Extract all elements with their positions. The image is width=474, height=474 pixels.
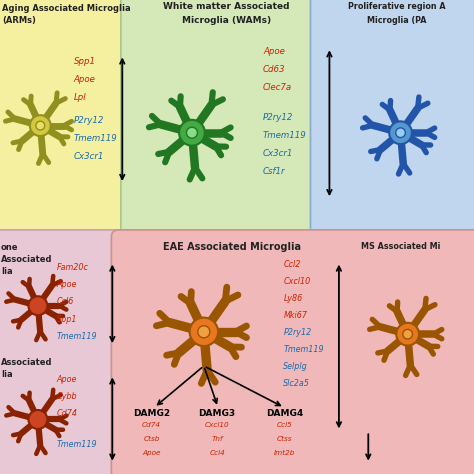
Text: Ctsb: Ctsb — [144, 436, 160, 442]
Text: (ARMs): (ARMs) — [2, 16, 36, 25]
Text: Imt2b: Imt2b — [273, 450, 295, 456]
Text: lia: lia — [1, 267, 13, 276]
Text: Ccl6: Ccl6 — [57, 298, 74, 306]
Text: Cxcl10: Cxcl10 — [205, 422, 229, 428]
FancyBboxPatch shape — [121, 0, 334, 254]
Text: Cd74: Cd74 — [142, 422, 161, 428]
Text: MS Associated Mi: MS Associated Mi — [361, 242, 440, 251]
Text: Ly86: Ly86 — [283, 294, 303, 303]
FancyBboxPatch shape — [0, 230, 135, 474]
Text: lia: lia — [1, 370, 13, 379]
Text: Microglia (WAMs): Microglia (WAMs) — [182, 16, 271, 25]
Text: P2ry12: P2ry12 — [283, 328, 312, 337]
Text: Apoe: Apoe — [142, 450, 161, 456]
Circle shape — [396, 128, 405, 137]
Text: Ctss: Ctss — [277, 436, 292, 442]
Text: Tmem119: Tmem119 — [73, 135, 117, 143]
Text: P2ry12: P2ry12 — [73, 117, 104, 125]
Text: Associated: Associated — [1, 255, 53, 264]
Text: Cx3cr1: Cx3cr1 — [73, 153, 104, 161]
FancyBboxPatch shape — [111, 230, 474, 474]
Text: Ccl4: Ccl4 — [209, 450, 225, 456]
FancyBboxPatch shape — [0, 0, 149, 254]
Circle shape — [28, 410, 47, 429]
Text: Cxcl10: Cxcl10 — [283, 277, 310, 286]
Text: Lpl: Lpl — [73, 93, 86, 102]
Text: Apoe: Apoe — [57, 281, 77, 289]
Text: Tmem119: Tmem119 — [57, 440, 98, 448]
Text: Cd63: Cd63 — [263, 65, 285, 73]
Text: Csf1r: Csf1r — [263, 167, 285, 176]
Text: Proliferative region A: Proliferative region A — [348, 2, 446, 11]
Text: Slc2a5: Slc2a5 — [283, 380, 310, 388]
Text: DAMG2: DAMG2 — [133, 409, 170, 418]
Circle shape — [190, 318, 218, 346]
Text: Associated: Associated — [1, 358, 53, 367]
Text: DAMG3: DAMG3 — [199, 409, 236, 418]
Text: Selplg: Selplg — [283, 363, 308, 371]
Text: Apoe: Apoe — [57, 375, 77, 383]
Circle shape — [198, 326, 210, 338]
Text: Spp1: Spp1 — [57, 315, 77, 323]
Circle shape — [28, 296, 47, 315]
Text: one: one — [1, 243, 18, 252]
FancyBboxPatch shape — [310, 0, 474, 254]
Text: EAE Associated Microglia: EAE Associated Microglia — [163, 242, 301, 252]
Circle shape — [396, 323, 419, 346]
Text: White matter Associated: White matter Associated — [164, 2, 290, 11]
Text: Ccl2: Ccl2 — [283, 260, 301, 269]
Text: Ccl5: Ccl5 — [276, 422, 292, 428]
Text: Spp1: Spp1 — [73, 57, 95, 66]
Text: Aging Associated Microglia: Aging Associated Microglia — [2, 4, 131, 13]
Text: Apoe: Apoe — [73, 75, 95, 84]
Text: Cybb: Cybb — [57, 392, 78, 401]
Text: DAMG4: DAMG4 — [266, 409, 303, 418]
Circle shape — [389, 121, 412, 144]
Text: Tmem119: Tmem119 — [57, 332, 98, 341]
Circle shape — [30, 115, 51, 136]
Circle shape — [403, 329, 412, 339]
Circle shape — [36, 121, 45, 130]
Text: Tmem119: Tmem119 — [283, 346, 324, 354]
Text: Fam20c: Fam20c — [57, 264, 89, 272]
Circle shape — [186, 127, 198, 138]
Text: Tmem119: Tmem119 — [263, 131, 307, 140]
Text: Clec7a: Clec7a — [263, 83, 292, 91]
Text: Cx3cr1: Cx3cr1 — [263, 149, 293, 158]
Text: Tnf: Tnf — [211, 436, 223, 442]
Text: P2ry12: P2ry12 — [263, 113, 293, 122]
Circle shape — [179, 120, 205, 146]
Text: Mki67: Mki67 — [283, 311, 308, 320]
Text: Cd74: Cd74 — [57, 409, 78, 418]
Text: Microglia (PA: Microglia (PA — [367, 16, 427, 25]
Text: Apoe: Apoe — [263, 47, 285, 55]
